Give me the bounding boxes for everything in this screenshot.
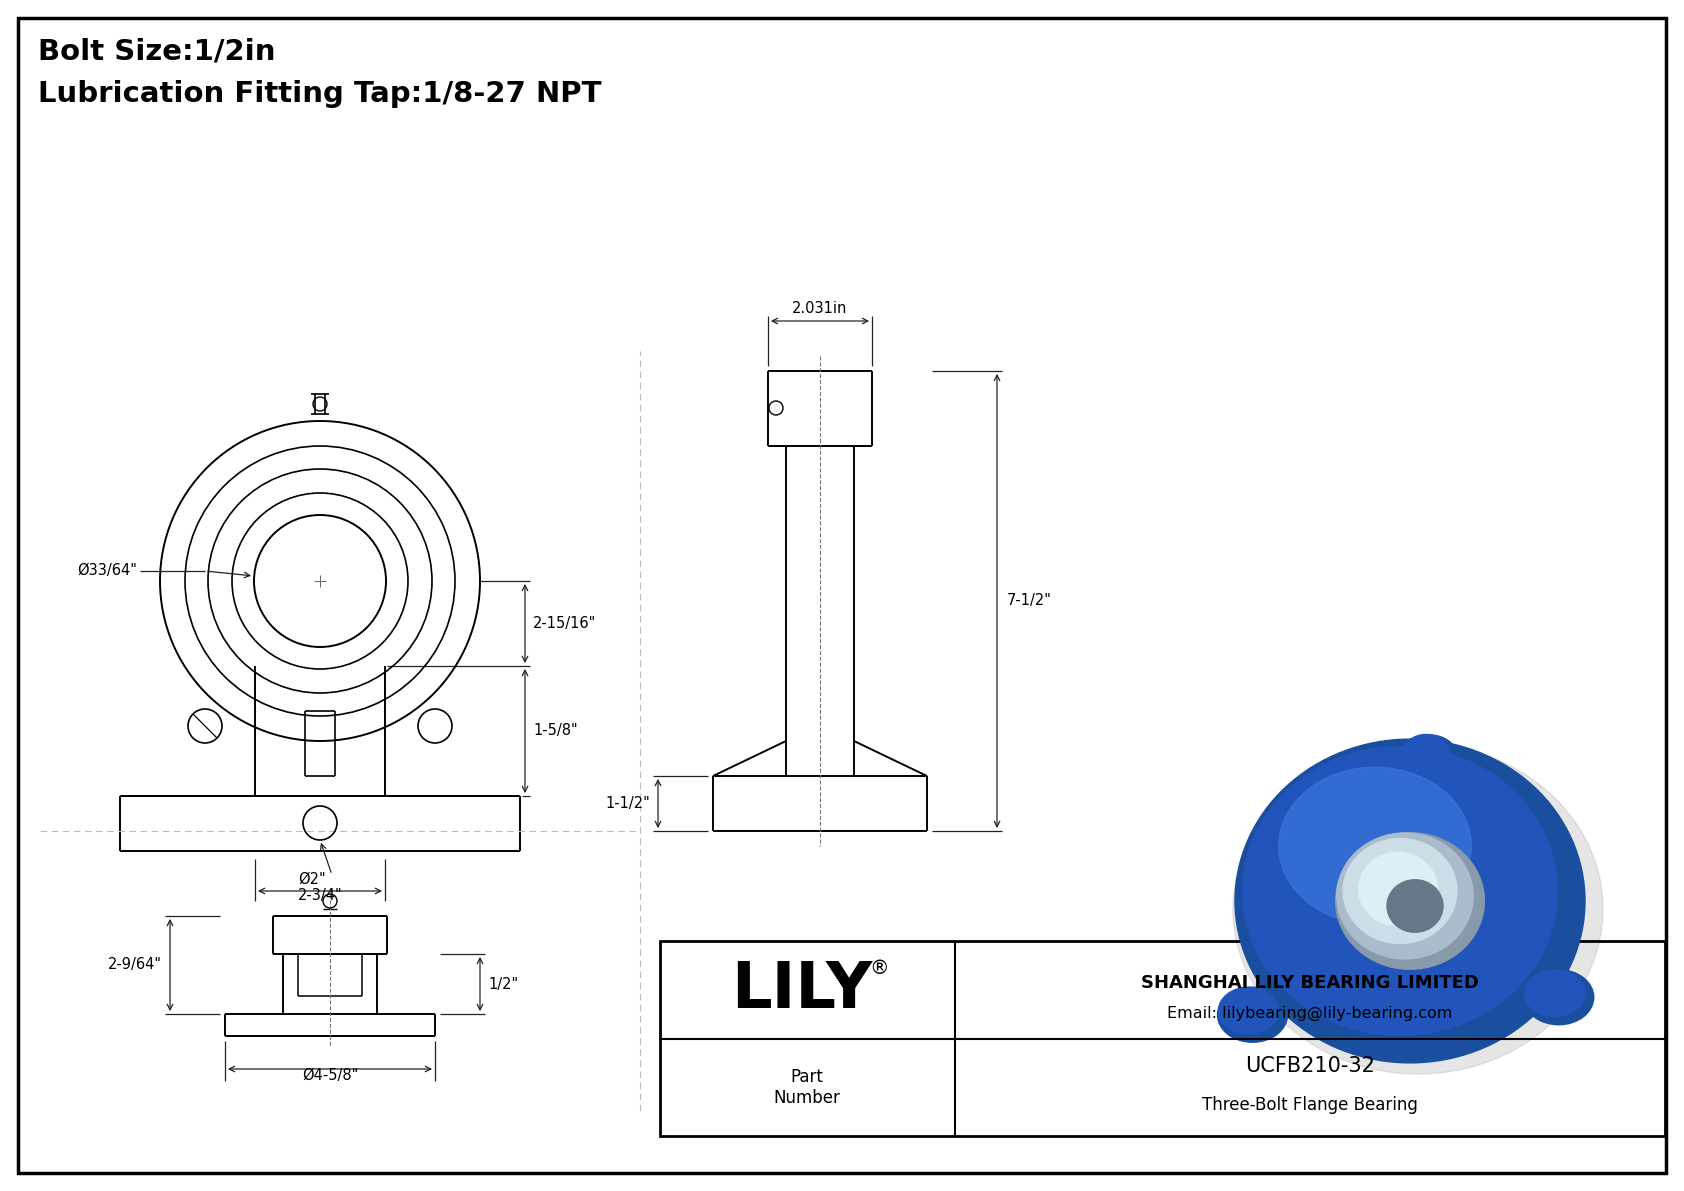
Text: 1-5/8": 1-5/8"	[534, 723, 578, 738]
Text: Three-Bolt Flange Bearing: Three-Bolt Flange Bearing	[1202, 1097, 1418, 1115]
Ellipse shape	[1524, 969, 1593, 1024]
Text: 1-1/2": 1-1/2"	[605, 796, 650, 811]
Ellipse shape	[1403, 735, 1450, 773]
Text: Lubrication Fitting Tap:1/8-27 NPT: Lubrication Fitting Tap:1/8-27 NPT	[39, 80, 601, 108]
Ellipse shape	[1337, 833, 1474, 959]
Ellipse shape	[1233, 744, 1603, 1074]
Ellipse shape	[1243, 747, 1558, 1035]
Text: Bolt Size:1/2in: Bolt Size:1/2in	[39, 38, 276, 66]
Text: 1/2": 1/2"	[488, 977, 519, 991]
Text: LILY: LILY	[731, 959, 872, 1021]
Ellipse shape	[1219, 987, 1278, 1034]
Text: 2.031in: 2.031in	[791, 301, 847, 316]
Text: Ø33/64": Ø33/64"	[77, 563, 136, 579]
Ellipse shape	[1359, 853, 1438, 925]
Ellipse shape	[1403, 735, 1457, 780]
Ellipse shape	[1335, 833, 1484, 969]
Ellipse shape	[1344, 838, 1457, 943]
Ellipse shape	[1218, 987, 1288, 1042]
Text: 2-9/64": 2-9/64"	[108, 958, 162, 973]
Ellipse shape	[1234, 740, 1585, 1062]
Ellipse shape	[1278, 767, 1472, 924]
Ellipse shape	[1524, 969, 1585, 1017]
Text: 2-15/16": 2-15/16"	[534, 616, 596, 631]
Text: Part
Number: Part Number	[773, 1068, 840, 1106]
Text: Ø4-5/8": Ø4-5/8"	[301, 1068, 359, 1083]
Text: 7-1/2": 7-1/2"	[1007, 593, 1052, 609]
Text: Ø2": Ø2"	[298, 872, 325, 886]
Text: ®: ®	[869, 959, 889, 978]
Text: Email: lilybearing@lily-bearing.com: Email: lilybearing@lily-bearing.com	[1167, 1005, 1453, 1021]
Text: SHANGHAI LILY BEARING LIMITED: SHANGHAI LILY BEARING LIMITED	[1142, 974, 1479, 992]
Ellipse shape	[1388, 880, 1443, 933]
Bar	[660, 941, 1665, 1136]
Text: UCFB210-32: UCFB210-32	[1244, 1055, 1374, 1075]
Text: 2-3/4": 2-3/4"	[298, 888, 342, 903]
